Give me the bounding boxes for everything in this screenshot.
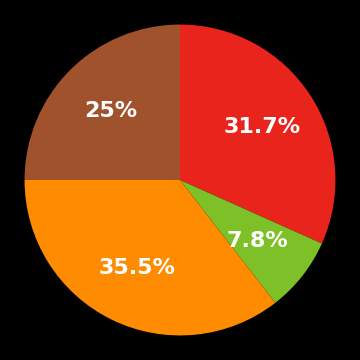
Text: 35.5%: 35.5% xyxy=(98,258,175,278)
Text: 7.8%: 7.8% xyxy=(226,231,288,251)
Wedge shape xyxy=(180,180,322,303)
Wedge shape xyxy=(180,24,336,243)
Wedge shape xyxy=(24,24,180,180)
Text: 25%: 25% xyxy=(84,100,137,121)
Wedge shape xyxy=(24,180,275,336)
Text: 31.7%: 31.7% xyxy=(224,117,301,136)
